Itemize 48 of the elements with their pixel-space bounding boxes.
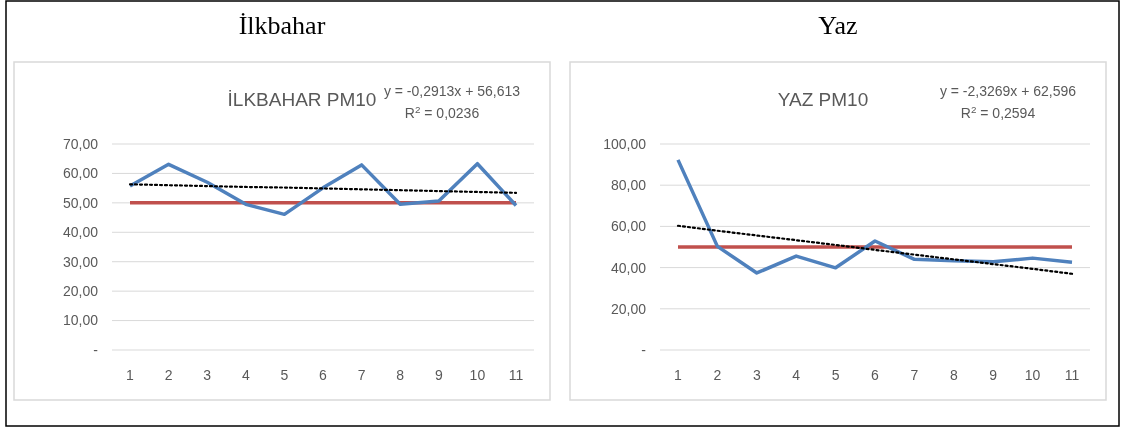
y-tick-label: 60,00 [62,165,99,182]
y-tick-label: 80,00 [610,177,647,194]
x-tick-label: 9 [434,367,443,383]
x-tick-label: 6 [319,367,328,383]
chart-title: İlkbahar [238,11,326,40]
x-tick-label: 6 [871,367,880,383]
x-tick-label: 7 [357,367,366,383]
x-tick-label: 5 [831,367,840,383]
chart-subtitle: İLKBAHAR PM10 [227,89,377,110]
x-tick-label: 4 [241,367,250,383]
x-tick-label: 1 [126,367,135,383]
line-series [128,183,518,194]
x-tick-label: 2 [164,367,173,383]
x-tick-label: 4 [792,367,801,383]
y-tick-label: 30,00 [62,253,99,270]
y-tick-label: 40,00 [62,224,99,241]
y-tick-label: - [93,341,99,358]
y-tick-label: 10,00 [62,312,99,329]
x-tick-label: 8 [949,367,958,383]
x-tick-label: 2 [713,367,722,383]
line-series [676,224,1074,275]
text: R$^{2}$ = 0,2594 [960,103,1036,121]
line-series [676,158,1074,275]
x-tick-label: 1 [674,367,683,383]
x-tick-label: 10 [469,367,486,383]
y-tick-label: 20,00 [610,300,647,317]
x-tick-label: 7 [910,367,919,383]
y-tick-label: - [641,341,647,358]
y-tick-label: 40,00 [610,259,647,276]
x-tick-label: 10 [1024,367,1041,383]
chart-subtitle: YAZ PM10 [777,89,869,110]
text: y = -0,2913x + 56,613 [383,83,521,99]
line-series [128,161,518,217]
x-tick-label: 11 [508,367,524,383]
y-tick-label: 60,00 [610,218,647,235]
y-tick-label: 100,00 [603,135,647,152]
x-tick-label: 8 [396,367,405,383]
text: y = -2,3269x + 62,596 [939,83,1077,99]
x-tick-label: 5 [280,367,289,383]
x-tick-label: 9 [989,367,998,383]
y-tick-label: 20,00 [62,283,99,300]
x-tick-label: 3 [752,367,761,383]
text: R$^{2}$ = 0,0236 [404,103,480,121]
x-tick-label: 11 [1064,367,1080,383]
y-tick-label: 50,00 [62,194,99,211]
chart-title: Yaz [818,11,858,40]
y-tick-label: 70,00 [62,135,99,152]
x-tick-label: 3 [203,367,212,383]
